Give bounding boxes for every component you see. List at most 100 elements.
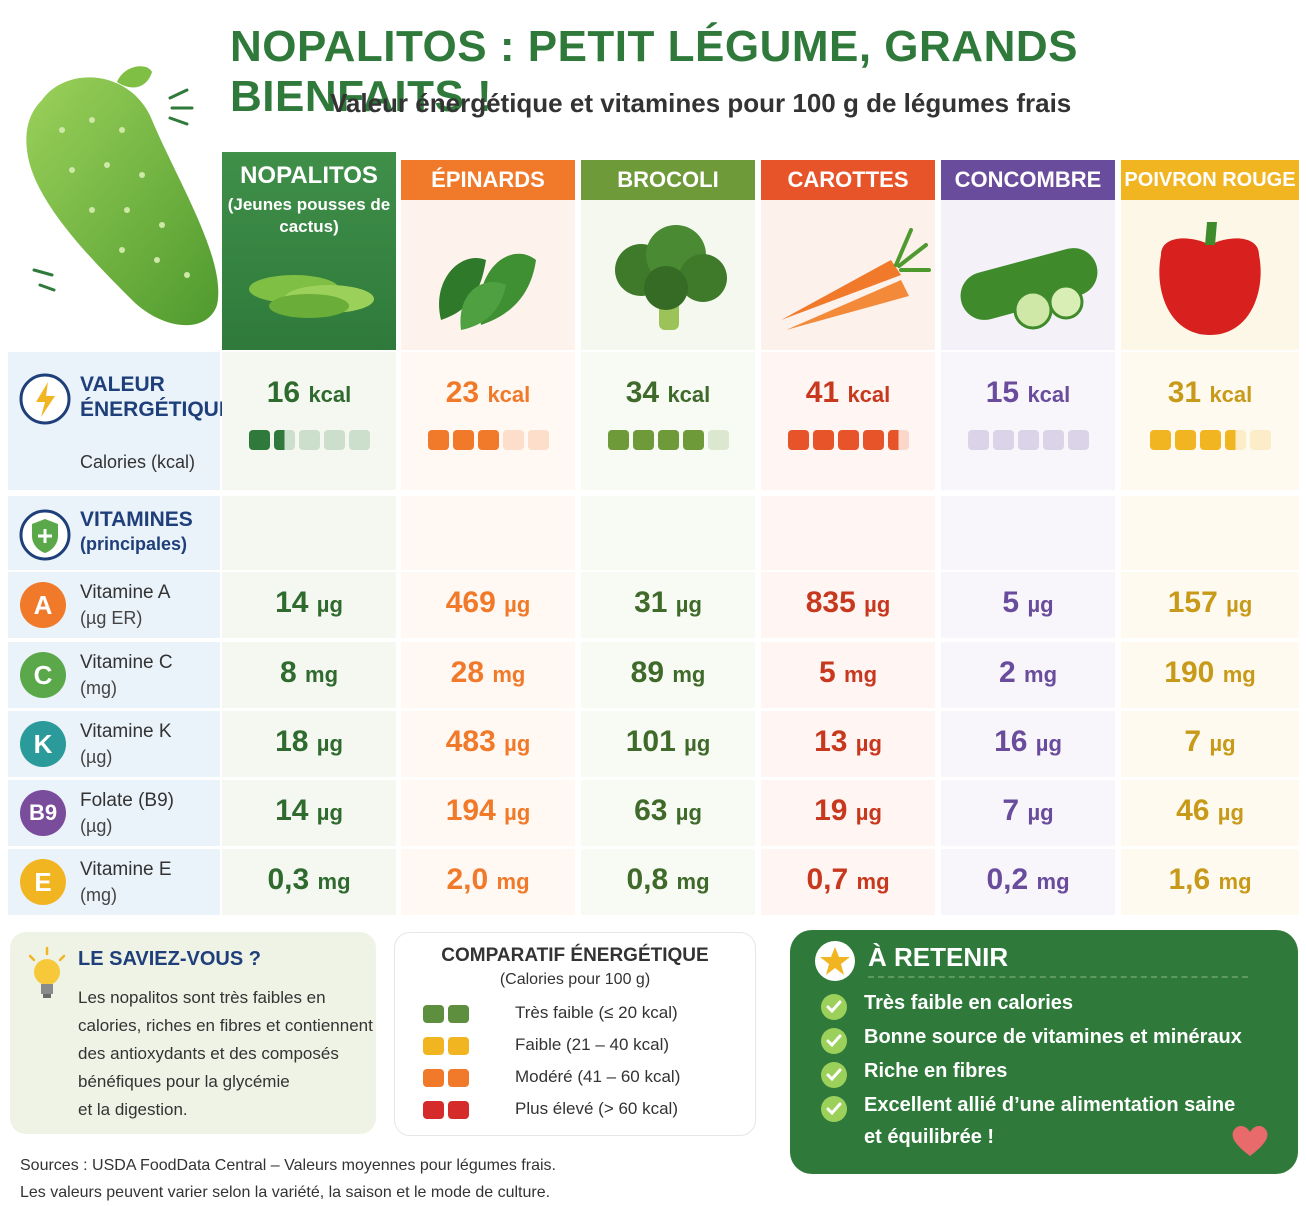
vitamin-value: 101 µg — [581, 725, 755, 759]
vitamin-unit: µg — [1217, 800, 1244, 825]
energy-level-segment — [323, 430, 345, 450]
energy-level-segment — [607, 430, 629, 450]
energy-level-segment — [248, 430, 270, 450]
energy-number: 23 — [445, 376, 480, 409]
energy-level-segment — [1067, 430, 1089, 450]
did-you-know-line: bénéfiques pour la glycémie — [78, 1072, 290, 1091]
star-icon — [815, 941, 855, 981]
vitamin-number: 2,0 — [446, 863, 489, 896]
vitamin-unit: µg — [504, 592, 531, 617]
vitamin-letter-icon: C — [20, 652, 66, 698]
vitamin-number: 7 — [1002, 794, 1020, 827]
vitamin-row-label: A Vitamine A (µg ER) — [8, 572, 220, 638]
vitamin-unit: mg — [1222, 662, 1256, 687]
energy-cell: 23 kcal — [401, 352, 575, 490]
energy-level-bar — [581, 430, 755, 450]
red-pepper-image — [1121, 200, 1299, 350]
vitamin-unit: µg — [1035, 731, 1062, 756]
energy-label-1: VALEUR — [80, 373, 165, 396]
cactus-pad-illustration — [26, 66, 219, 326]
energy-unit: kcal — [487, 382, 531, 407]
energy-level-segment — [1149, 430, 1171, 450]
vitamin-unit: µg — [1226, 592, 1253, 617]
vitamin-unit: mg — [305, 662, 339, 687]
vitamin-number: 14 — [275, 586, 309, 619]
vitamin-value-cell: 31 µg — [581, 572, 755, 638]
vitamin-name: Vitamine C — [80, 652, 173, 673]
energy-level-segment — [657, 430, 679, 450]
vitamin-value-cell: 5 µg — [941, 572, 1115, 638]
energy-level-segment — [502, 430, 524, 450]
energy-level-segment — [527, 430, 549, 450]
cucumber-image — [941, 200, 1115, 350]
did-you-know-line: Les nopalitos sont très faibles en — [78, 988, 326, 1007]
energy-level-segment — [1199, 430, 1221, 450]
vitamin-value-cell: 63 µg — [581, 780, 755, 846]
vitamin-unit-label: (µg) — [80, 816, 113, 836]
vitamin-value: 13 µg — [761, 725, 935, 759]
vitamin-unit: µg — [316, 800, 343, 825]
vitamin-unit: µg — [504, 731, 531, 756]
vitamin-unit: µg — [1027, 800, 1054, 825]
comparison-sub: (Calories pour 100 g) — [499, 971, 651, 988]
energy-value: 15 kcal — [941, 376, 1115, 410]
vitamin-value-cell: 7 µg — [1121, 711, 1299, 777]
spinach-image — [401, 200, 575, 350]
vitamin-value-cell: 16 µg — [941, 711, 1115, 777]
vitamin-unit: mg — [844, 662, 878, 687]
energy-level-segment — [992, 430, 1014, 450]
energy-level-segment — [862, 430, 884, 450]
energy-level-segment — [477, 430, 499, 450]
heart-icon — [1232, 1126, 1268, 1156]
vitamin-value-cell: 0,7 mg — [761, 849, 935, 915]
energy-cell: 15 kcal — [941, 352, 1115, 490]
vitamin-value-cell: 46 µg — [1121, 780, 1299, 846]
vitamin-value: 18 µg — [222, 725, 396, 759]
vitamin-value-cell: 28 mg — [401, 642, 575, 708]
check-icon — [821, 1062, 847, 1088]
vitamin-number: 13 — [814, 725, 848, 758]
vitamin-row-label: K Vitamine K (µg) — [8, 711, 220, 777]
vitamin-number: 0,8 — [626, 863, 669, 896]
vitamin-name: Folate (B9) — [80, 790, 174, 811]
energy-number: 15 — [985, 376, 1020, 409]
vitamin-letter-icon: K — [20, 721, 66, 767]
did-you-know-line: calories, riches en fibres et contiennen… — [78, 1016, 373, 1035]
energy-level-segment — [452, 430, 474, 450]
vitamin-unit-label: (mg) — [80, 678, 117, 698]
energy-level-segment — [1249, 430, 1271, 450]
vitamin-value-cell: 469 µg — [401, 572, 575, 638]
energy-value: 31 kcal — [1121, 376, 1299, 410]
energy-level-segment — [682, 430, 704, 450]
energy-number: 41 — [805, 376, 840, 409]
column-header-carottes: CAROTTES — [761, 160, 935, 200]
legend-label: Faible (21 – 40 kcal) — [515, 1035, 670, 1054]
vitamin-unit-label: (µg) — [80, 747, 113, 767]
vitamin-number: 5 — [818, 656, 836, 689]
vitamin-number: 1,6 — [1168, 863, 1211, 896]
check-icon — [821, 1028, 847, 1054]
sources-line-1: Sources : USDA FoodData Central – Valeur… — [20, 1157, 556, 1174]
column-sub: (Jeunes pousses de cactus) — [227, 195, 391, 236]
vitamin-unit: µg — [855, 800, 882, 825]
sources-line-2: Les valeurs peuvent varier selon la vari… — [20, 1184, 551, 1201]
vitamin-value: 0,2 mg — [941, 863, 1115, 897]
vitamins-label-1: VITAMINES — [80, 508, 193, 531]
energy-level-bar — [761, 430, 935, 450]
vitamins-row-label: VITAMINES (principales) — [8, 496, 220, 570]
energy-level-segment — [887, 430, 909, 450]
vitamin-unit: µg — [504, 800, 531, 825]
vitamin-unit: mg — [1218, 869, 1252, 894]
vitamin-unit: µg — [1027, 592, 1054, 617]
vitamin-number: 835 — [805, 586, 856, 619]
vitamin-letter-icon: E — [20, 859, 66, 905]
vitamin-number: 101 — [625, 725, 676, 758]
vitamin-unit: mg — [496, 869, 530, 894]
vitamin-value: 483 µg — [401, 725, 575, 759]
vitamin-value-cell: 2 mg — [941, 642, 1115, 708]
vitamin-value: 7 µg — [941, 794, 1115, 828]
vitamin-number: 14 — [275, 794, 309, 827]
vitamin-row-label: E Vitamine E (mg) — [8, 849, 220, 915]
vitamin-value-cell: 19 µg — [761, 780, 935, 846]
vitamin-value-cell: 14 µg — [222, 572, 396, 638]
